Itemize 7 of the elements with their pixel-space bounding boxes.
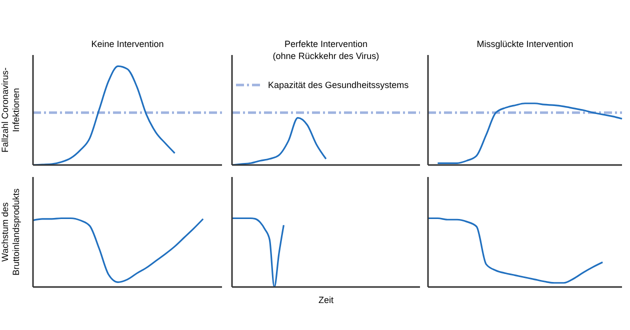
y-axis-title: Wachstum des Bruttoinlandsprodukts	[0, 187, 22, 278]
x-axis-title: Zeit	[317, 295, 334, 305]
chart-title: Perfekte Intervention (ohne Rückkehr des Virus)	[272, 38, 380, 62]
y-axis-title: Fallzahl Coronavirus- Infektionen	[0, 66, 22, 155]
chart-title: Missglückte Intervention	[476, 38, 574, 50]
chart-title: Keine Intervention	[90, 38, 165, 50]
legend-label: Kapazität des Gesundheitssystems	[268, 80, 409, 90]
